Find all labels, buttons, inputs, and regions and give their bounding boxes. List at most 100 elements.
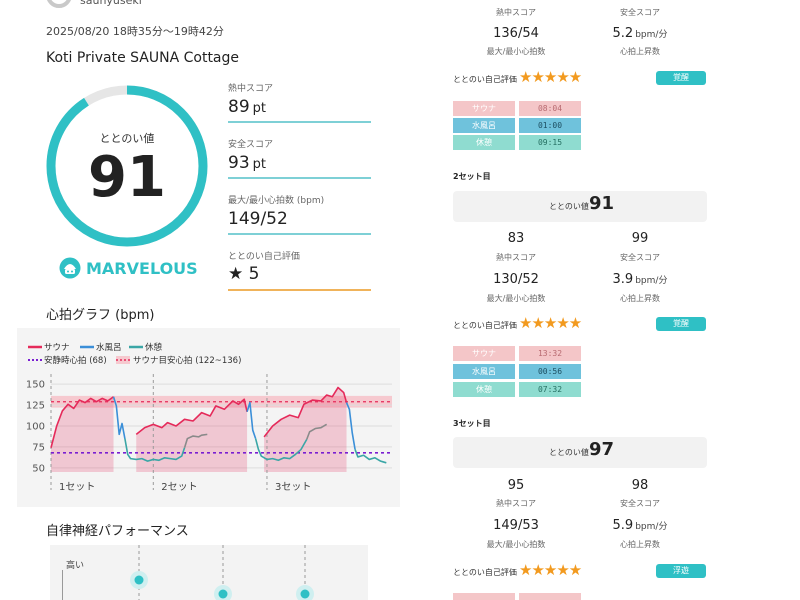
totonoi-value: 91 bbox=[88, 145, 166, 210]
set2-badge: 覚醒 bbox=[656, 317, 706, 331]
ans-plot bbox=[130, 545, 314, 600]
y-tick-label: 50 bbox=[32, 463, 45, 474]
set1-stars[interactable]: ★★★★★ bbox=[519, 68, 582, 86]
sauna-area bbox=[51, 396, 114, 472]
self-eval-label: ととのい自己評価 bbox=[228, 252, 300, 262]
set2-safe-label: 安全スコア bbox=[620, 253, 660, 262]
series-line bbox=[112, 396, 126, 439]
set2-score-value: 91 bbox=[589, 193, 615, 214]
avatar[interactable] bbox=[46, 0, 72, 8]
set3-score-value: 97 bbox=[589, 439, 615, 460]
divider bbox=[228, 177, 371, 179]
heat-score-label: 熱中スコア bbox=[228, 84, 274, 94]
set2-hr-value: 130/52 bbox=[493, 272, 539, 287]
gauge-fill bbox=[46, 85, 208, 247]
set2-rise-label: 心拍上昇数 bbox=[620, 294, 660, 303]
legend-rest-label: 休憩 bbox=[145, 342, 163, 353]
set1-sauna-tag: サウナ bbox=[453, 101, 515, 116]
heart-rate-label: 最大/最小心拍数 (bpm) bbox=[228, 196, 325, 206]
set3-badge: 浮遊 bbox=[656, 564, 706, 578]
set3-hr-label: 最大/最小心拍数 bbox=[486, 540, 546, 549]
sauna-hat-icon bbox=[59, 257, 81, 279]
set2-score-box: ととのい値 91 bbox=[453, 191, 707, 222]
set2-stars[interactable]: ★★★★★ bbox=[519, 314, 582, 332]
ans-title: 自律神経パフォーマンス bbox=[46, 524, 189, 539]
set3-stars[interactable]: ★★★★★ bbox=[519, 561, 582, 579]
y-tick-label: 125 bbox=[26, 401, 45, 412]
set1-bath-time: 01:00 bbox=[519, 118, 581, 133]
ans-axis bbox=[62, 570, 63, 600]
set2-title: 2セット目 bbox=[453, 172, 491, 181]
ans-chart: 高い bbox=[50, 545, 368, 600]
set2-heat-value: 83 bbox=[507, 231, 525, 246]
series-line bbox=[124, 438, 186, 462]
set2-sauna-tag: サウナ bbox=[453, 346, 515, 361]
heart-rate-plot: サウナ 水風呂 休憩 安静時心拍 (68) サウナ目安心拍 (122~136) … bbox=[26, 342, 392, 493]
ans-point bbox=[218, 589, 228, 599]
set1-rise-label: 心拍上昇数 bbox=[620, 47, 660, 56]
series-line bbox=[135, 398, 248, 435]
set1-safe-label: 安全スコア bbox=[620, 8, 660, 17]
set2-rest-tag: 休憩 bbox=[453, 382, 515, 397]
set2-score-label: ととのい値 bbox=[549, 202, 589, 211]
y-tick-label: 75 bbox=[32, 442, 45, 453]
set2-bath-time: 00:56 bbox=[519, 364, 581, 379]
rank-label: MARVELOUS bbox=[86, 259, 198, 278]
set3-heat-value: 95 bbox=[507, 478, 525, 493]
facility-name[interactable]: Koti Private SAUNA Cottage bbox=[46, 50, 240, 66]
session-date: 2025/08/20 18時35分〜19時42分 bbox=[46, 25, 224, 38]
set2-bath-tag: 水風呂 bbox=[453, 364, 515, 379]
heat-score-value: 89 pt bbox=[228, 97, 266, 117]
set3-safe-label: 安全スコア bbox=[620, 499, 660, 508]
totonoi-gauge bbox=[46, 85, 208, 247]
series-line bbox=[345, 402, 356, 450]
set3-sauna-time bbox=[519, 593, 581, 600]
set3-title: 3セット目 bbox=[453, 419, 491, 428]
set2-heat-label: 熱中スコア bbox=[496, 253, 536, 262]
set2-sauna-time: 13:32 bbox=[519, 346, 581, 361]
ans-point bbox=[134, 575, 144, 585]
set2-rest-time: 07:32 bbox=[519, 382, 581, 397]
set1-hr-value: 136/54 bbox=[493, 26, 539, 41]
set-label: 1セット bbox=[59, 481, 95, 493]
legend-sauna-label: サウナ bbox=[44, 343, 70, 353]
series-line bbox=[246, 401, 257, 439]
divider bbox=[228, 233, 371, 235]
set1-rest-time: 09:15 bbox=[519, 135, 581, 150]
set1-eval-label: ととのい自己評価 bbox=[453, 75, 517, 84]
divider bbox=[228, 121, 371, 123]
heart-rate-value: 149/52 bbox=[228, 209, 288, 229]
series-line bbox=[263, 386, 348, 438]
ans-high-label: 高い bbox=[66, 561, 85, 571]
set-label: 3セット bbox=[275, 481, 311, 493]
legend-resting-label: 安静時心拍 (68) bbox=[44, 355, 107, 366]
set-label: 2セット bbox=[161, 481, 197, 493]
totonoi-label: ととのい値 bbox=[99, 132, 155, 145]
sauna-area bbox=[136, 399, 248, 472]
set2-eval-label: ととのい自己評価 bbox=[453, 321, 517, 330]
set1-rise-value: 5.2 bpm/分 bbox=[612, 26, 668, 41]
series-line bbox=[306, 423, 328, 440]
divider bbox=[228, 289, 371, 291]
y-tick-label: 100 bbox=[26, 422, 45, 433]
set1-badge: 覚醒 bbox=[656, 71, 706, 85]
set3-sauna-tag bbox=[453, 593, 515, 600]
set1-bath-tag: 水風呂 bbox=[453, 118, 515, 133]
set3-safe-value: 98 bbox=[631, 478, 649, 493]
series-line bbox=[183, 433, 208, 448]
set1-hr-label: 最大/最小心拍数 bbox=[486, 47, 546, 56]
series-line bbox=[354, 449, 387, 464]
star-icon: ★ bbox=[228, 264, 244, 284]
heart-chart-title: 心拍グラフ (bpm) bbox=[46, 308, 155, 323]
legend-target-band bbox=[116, 356, 130, 364]
series-line bbox=[254, 438, 308, 462]
heart-rate-chart: サウナ 水風呂 休憩 安静時心拍 (68) サウナ目安心拍 (122~136) … bbox=[17, 328, 400, 507]
safety-score-value: 93 pt bbox=[228, 153, 266, 173]
self-eval-value: ★ 5 bbox=[228, 264, 260, 284]
y-tick-label: 150 bbox=[26, 380, 45, 391]
set3-rise-value: 5.9 bpm/分 bbox=[612, 518, 668, 533]
set2-hr-label: 最大/最小心拍数 bbox=[486, 294, 546, 303]
series-line bbox=[50, 396, 114, 448]
legend-bath-label: 水風呂 bbox=[96, 342, 122, 353]
username[interactable]: saunyuseki bbox=[80, 0, 142, 7]
